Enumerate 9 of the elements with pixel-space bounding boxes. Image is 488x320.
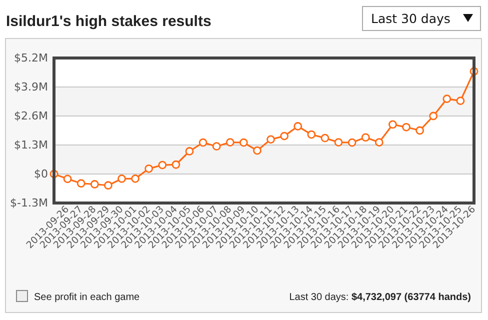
text: See profit in each game [34, 292, 140, 303]
y-tick-label: $2.6M [14, 110, 48, 123]
y-tick-label: $3.9M [14, 80, 48, 94]
text: Last 30 days: $4,732,097 (63774 hands) [289, 292, 471, 303]
chart-title: Isildur1's high stakes results [6, 13, 212, 30]
y-tick-label: $5.2M [14, 52, 48, 65]
y-tick-label: $1.3M [14, 138, 48, 152]
y-tick-label: $0 [34, 168, 48, 181]
dropdown: Last 30 days [362, 6, 481, 31]
